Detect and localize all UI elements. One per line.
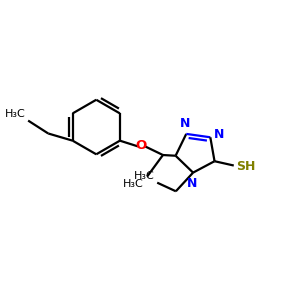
Text: SH: SH: [236, 160, 255, 173]
Text: N: N: [180, 117, 190, 130]
Text: N: N: [187, 177, 197, 190]
Text: H₃C: H₃C: [134, 171, 155, 181]
Text: H₃C: H₃C: [5, 109, 26, 119]
Text: N: N: [214, 128, 225, 142]
Text: H₃C: H₃C: [123, 179, 144, 189]
Text: O: O: [136, 139, 147, 152]
